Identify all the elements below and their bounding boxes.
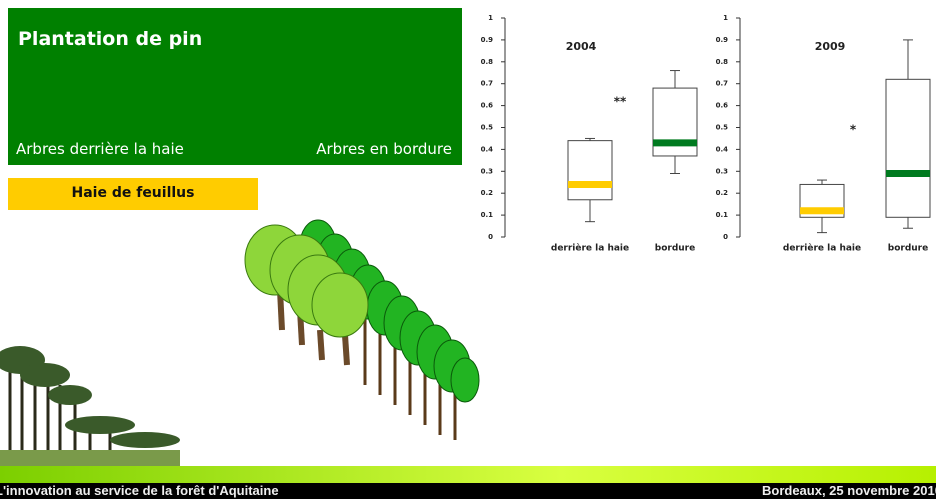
plantation-panel: Plantation de pin Arbres derrière la hai… (8, 8, 462, 165)
x-tick-label: bordure (888, 244, 928, 254)
y-tick-label: 1 (723, 14, 728, 22)
right-label: Arbres en bordure (316, 140, 452, 158)
y-tick-label: 0.2 (481, 189, 494, 197)
box (567, 140, 613, 201)
y-tick-label: 0.3 (716, 167, 729, 175)
y-tick-label: 0.6 (481, 102, 494, 110)
y-tick-label: 0.1 (481, 211, 494, 219)
left-label: Arbres derrière la haie (16, 140, 184, 158)
y-tick-label: 0.1 (716, 211, 729, 219)
y-tick-label: 0.8 (481, 58, 494, 66)
hedge-label: Haie de feuillus (8, 178, 258, 210)
y-tick-label: 0.2 (716, 189, 729, 197)
hedge-illustration (244, 219, 480, 440)
box (885, 78, 931, 218)
x-tick-label: bordure (655, 244, 695, 254)
y-tick-label: 0.5 (481, 124, 494, 132)
y-tick-label: 0.7 (481, 80, 494, 88)
x-tick-label: derrière la haie (783, 243, 861, 254)
y-tick-label: 0.3 (481, 167, 494, 175)
forest-photo (0, 346, 180, 466)
x-tick-label: derrière la haie (551, 243, 629, 254)
annotation: * (850, 123, 857, 137)
panel-title: Plantation de pin (18, 28, 203, 50)
y-tick-label: 1 (488, 14, 493, 22)
y-tick-label: 0.4 (716, 145, 729, 153)
footer: L'innovation au service de la forêt d'Aq… (0, 483, 936, 499)
y-tick-label: 0.7 (716, 80, 729, 88)
footer-left: L'innovation au service de la forêt d'Aq… (0, 483, 279, 498)
annotation: ** (614, 95, 627, 109)
y-tick-label: 0.9 (481, 36, 494, 44)
footer-right: Bordeaux, 25 novembre 2010 (762, 483, 936, 498)
y-tick-label: 0.6 (716, 102, 729, 110)
y-tick-label: 0.5 (716, 124, 729, 132)
y-tick-label: 0.8 (716, 58, 729, 66)
y-tick-label: 0.9 (716, 36, 729, 44)
y-tick-label: 0 (723, 233, 728, 241)
y-tick-label: 0.4 (481, 145, 494, 153)
footer-stripe (0, 466, 936, 483)
y-tick-label: 0 (488, 233, 493, 241)
chart-title: 2009 (815, 40, 846, 53)
chart-title: 2004 (566, 40, 597, 53)
